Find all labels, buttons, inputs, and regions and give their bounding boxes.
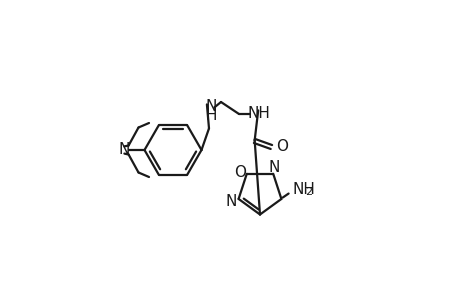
Text: N: N xyxy=(205,99,217,114)
Text: N: N xyxy=(224,194,236,209)
Text: N: N xyxy=(268,160,279,175)
Text: NH: NH xyxy=(247,106,270,121)
Text: O: O xyxy=(276,139,288,154)
Text: NH: NH xyxy=(292,182,315,197)
Text: O: O xyxy=(234,165,246,180)
Text: N: N xyxy=(118,142,130,158)
Text: H: H xyxy=(205,108,217,123)
Text: 2: 2 xyxy=(305,188,312,197)
